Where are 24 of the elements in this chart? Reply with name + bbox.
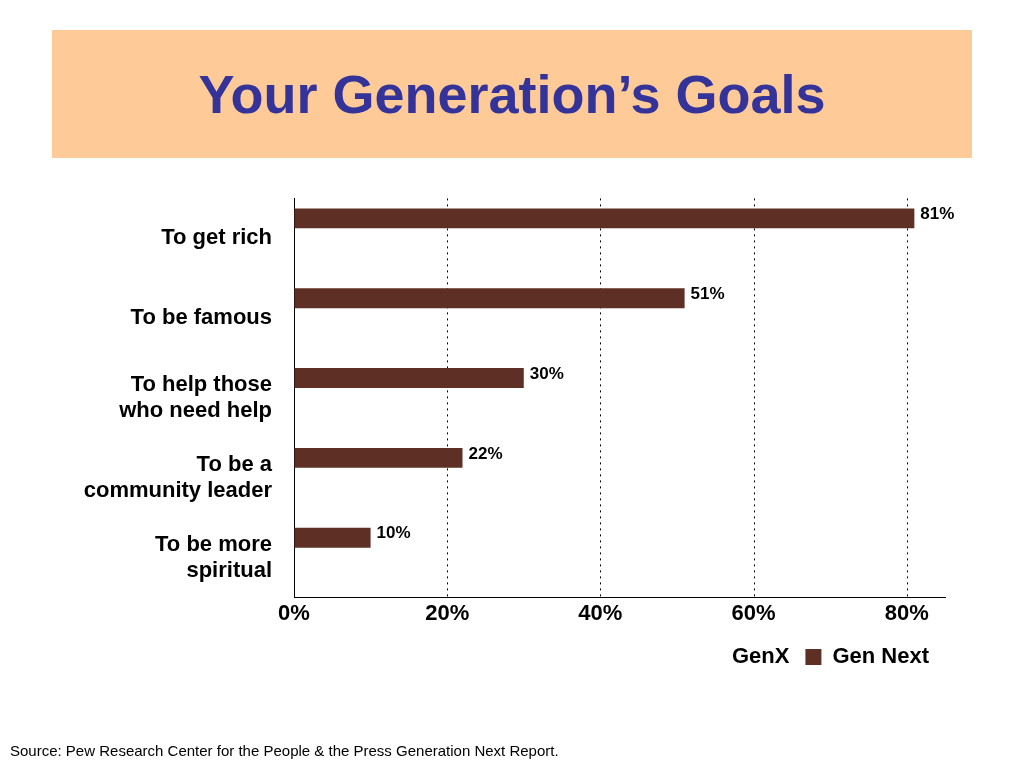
- data-label: 22%: [468, 443, 503, 463]
- x-tick-label: 60%: [731, 599, 776, 625]
- source-note: Source: Pew Research Center for the People & the Press Generation Next Report.: [10, 742, 559, 759]
- bar: [294, 288, 685, 309]
- x-tick-label: 0%: [278, 599, 310, 625]
- x-tick-label: 40%: [578, 599, 623, 625]
- y-tick-label: To be famous: [130, 304, 272, 330]
- y-tick-label: To help those who need help: [118, 370, 272, 423]
- y-tick-label: To get rich: [161, 224, 272, 250]
- bar: [294, 527, 371, 548]
- y-tick-label: To be a community leader: [83, 450, 273, 503]
- data-label: 30%: [529, 363, 564, 383]
- x-tick-label: 20%: [425, 599, 470, 625]
- bar: [294, 368, 524, 389]
- data-label: 51%: [690, 283, 725, 303]
- chart-title: Your Generation’s Goals: [198, 63, 826, 125]
- bar: [294, 208, 915, 229]
- bar: [294, 447, 463, 468]
- text: GenX: [731, 643, 790, 669]
- legend-label: Gen Next: [832, 643, 930, 669]
- y-tick-label: To be more spiritual: [155, 530, 272, 582]
- data-label: 10%: [376, 523, 411, 543]
- data-label: 81%: [920, 204, 955, 224]
- x-tick-label: 80%: [884, 599, 929, 625]
